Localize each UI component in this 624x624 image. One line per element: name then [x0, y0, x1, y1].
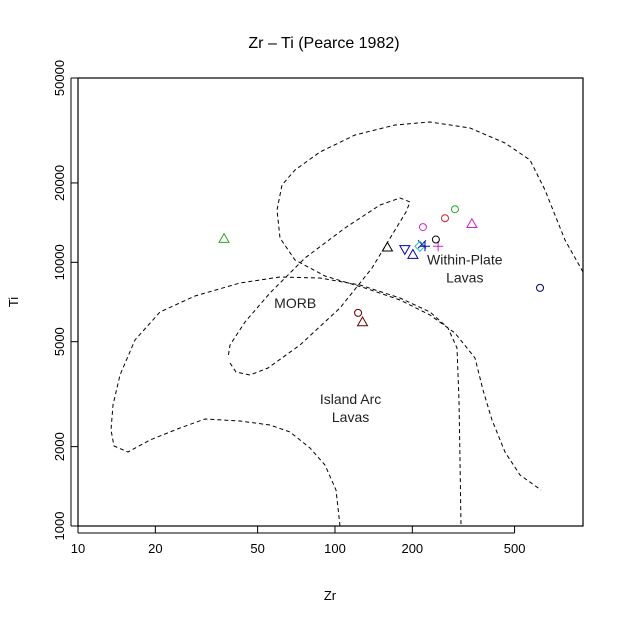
x-tick-label: 10 — [71, 541, 85, 556]
point-triangle — [466, 217, 478, 229]
within-plate-boundary — [276, 121, 584, 491]
x-tick-label: 500 — [504, 541, 526, 556]
y-tick-label: 50000 — [52, 60, 67, 96]
region-labels: MORB Island Arc Lavas Within-Plate Lavas — [274, 252, 503, 425]
point-triangle — [218, 232, 230, 243]
region-label-island-arc: Island Arc Lavas — [320, 391, 381, 425]
point-circle — [450, 205, 459, 214]
y-tick-label: 2000 — [52, 432, 67, 461]
point-circle — [536, 283, 545, 292]
point-triangle — [407, 248, 419, 259]
x-tick-label: 50 — [250, 541, 264, 556]
point-circle — [440, 214, 449, 223]
point-plus — [433, 241, 444, 252]
x-tick-label: 100 — [324, 541, 346, 556]
point-circle — [354, 308, 363, 317]
y-tick-label: 10000 — [52, 244, 67, 280]
y-axis: 1000 2000 5000 10000 20000 50000 — [52, 60, 78, 541]
plot-frame — [77, 77, 584, 527]
morb-boundary — [227, 197, 411, 376]
x-tick-label: 200 — [401, 541, 423, 556]
point-circle — [418, 223, 427, 232]
point-circle — [431, 235, 440, 244]
chart-title: Zr – Ti (Pearce 1982) — [248, 35, 399, 52]
y-tick-label: 20000 — [52, 165, 67, 201]
region-label-within-plate: Within-Plate Lavas — [427, 252, 503, 286]
x-axis: 10 20 50 100 200 500 — [71, 526, 526, 556]
region-label-morb: MORB — [274, 295, 316, 311]
y-axis-label: Ti — [6, 297, 21, 307]
y-tick-label: 1000 — [52, 512, 67, 541]
y-tick-label: 5000 — [52, 327, 67, 356]
x-tick-label: 20 — [148, 541, 162, 556]
point-triangle — [356, 315, 369, 327]
point-plus — [419, 241, 430, 252]
x-axis-label: Zr — [324, 588, 337, 603]
data-points — [218, 205, 545, 327]
point-triangle-down — [398, 245, 411, 256]
field-boundaries — [110, 121, 584, 527]
point-diamond — [414, 240, 426, 253]
point-triangle — [381, 241, 394, 252]
island-arc-boundary — [110, 276, 462, 527]
